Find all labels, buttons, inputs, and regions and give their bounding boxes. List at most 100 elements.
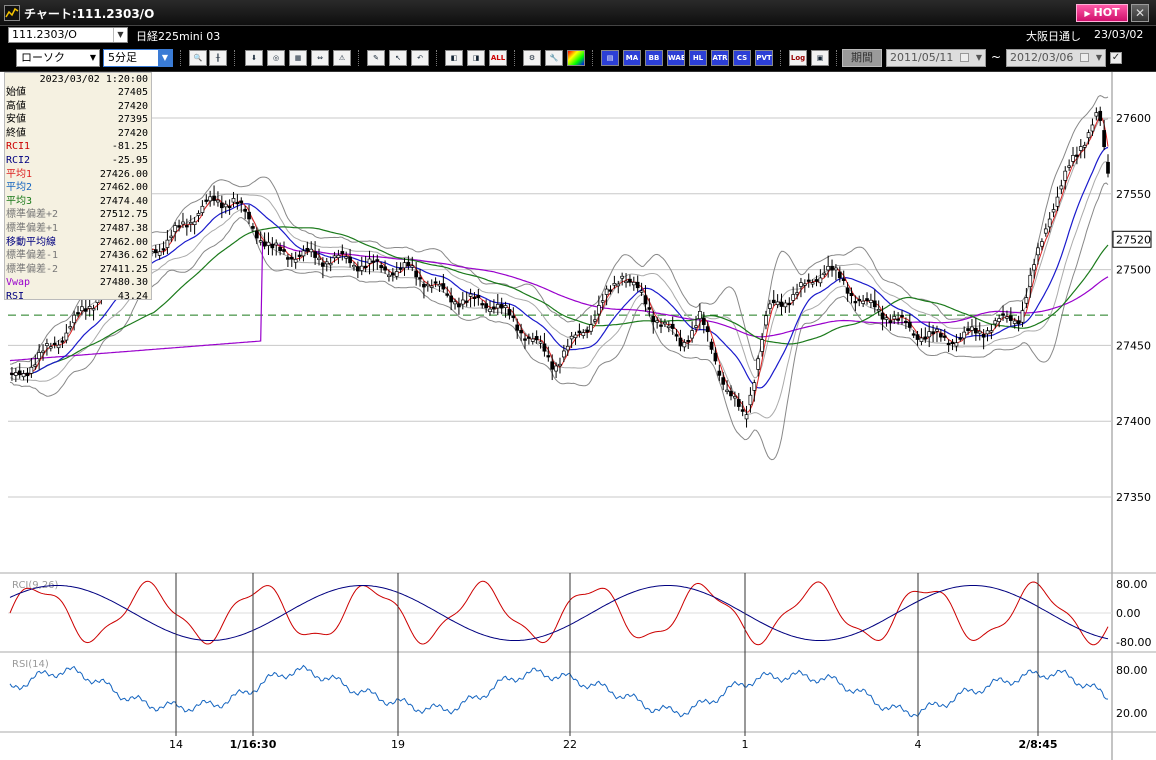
- candle-body: [713, 352, 718, 362]
- candle-body: [740, 409, 745, 412]
- info-value: 27405: [117, 87, 148, 98]
- candle-body: [993, 320, 998, 325]
- candle-body: [25, 372, 30, 377]
- info-value: 27420: [117, 100, 148, 112]
- period-button[interactable]: 期間: [842, 49, 882, 67]
- chevron-down-icon: ▼: [1095, 53, 1102, 62]
- indicator-pvt-button[interactable]: PVT: [755, 50, 773, 66]
- candle-body: [904, 320, 908, 324]
- chevron-down-icon[interactable]: ▼: [113, 28, 127, 42]
- candle-body: [169, 235, 174, 238]
- candle-body: [690, 330, 694, 339]
- candle-body: [569, 335, 574, 340]
- candle-body: [266, 241, 271, 246]
- candle-body: [694, 325, 698, 328]
- candle-body: [1043, 228, 1048, 234]
- symbol-row: 111.2303/O ▼ 日経225mini 03 大阪日通し 23/03/02: [0, 26, 1156, 44]
- candle-body: [1098, 110, 1103, 121]
- pencil-icon[interactable]: ✎: [367, 50, 385, 66]
- indicator-bb-button[interactable]: BB: [645, 50, 663, 66]
- x-tick-label: 1: [742, 738, 749, 751]
- candle-body: [390, 272, 395, 276]
- calendar-icon[interactable]: [960, 53, 969, 62]
- candle-body: [321, 262, 325, 267]
- candle-body: [1028, 274, 1033, 287]
- candle-body: [1082, 144, 1087, 148]
- price-tick-label: 27400: [1116, 415, 1151, 428]
- crosshair-icon[interactable]: ╂: [209, 50, 227, 66]
- candle-body: [503, 305, 508, 308]
- grid-icon[interactable]: ▤: [601, 50, 619, 66]
- candle-body: [659, 324, 663, 327]
- wrench-icon[interactable]: 🔧: [545, 50, 563, 66]
- candle-body: [562, 350, 566, 358]
- indicator-atr-button[interactable]: ATR: [711, 50, 729, 66]
- all-button[interactable]: ALL: [489, 50, 507, 66]
- candle-body: [935, 328, 939, 332]
- info-row: 移動平均線 27462.00: [5, 236, 151, 250]
- info-label: 標準偏差+1: [6, 222, 59, 234]
- download-icon[interactable]: ⬇: [245, 50, 263, 66]
- candle-body: [297, 254, 302, 257]
- candle-body: [387, 274, 391, 278]
- candle-body: [1094, 112, 1099, 117]
- candle-body: [985, 330, 990, 335]
- candle-body: [550, 361, 555, 370]
- candle-body: [414, 270, 419, 278]
- indicator-cs-button[interactable]: CS: [733, 50, 751, 66]
- chart-canvas[interactable]: 27600 27550 27500 27450 27400 27350 27520 RCI(9…: [0, 72, 1156, 760]
- candle-body: [309, 248, 314, 253]
- chart-type-select[interactable]: ローソク ▼: [16, 49, 100, 67]
- split-icon[interactable]: ⇔: [311, 50, 329, 66]
- toolbar-divider: [592, 50, 593, 66]
- rci2-line: [9, 585, 1109, 641]
- rci-tick-label: 80.00: [1116, 578, 1148, 591]
- indicator-wae-button[interactable]: WAE: [667, 50, 685, 66]
- chart-icon[interactable]: ▦: [289, 50, 307, 66]
- candle-body: [17, 370, 22, 376]
- undo-icon[interactable]: ↶: [411, 50, 429, 66]
- log-scale-button[interactable]: Log: [789, 50, 807, 66]
- date-to-input[interactable]: 2012/03/06 ▼: [1006, 49, 1106, 67]
- candle-body: [1051, 209, 1056, 213]
- close-button[interactable]: ✕: [1131, 4, 1149, 22]
- export-icon[interactable]: ▣: [811, 50, 829, 66]
- candle-body: [157, 251, 162, 256]
- candle-body: [678, 337, 683, 347]
- calendar-icon[interactable]: [1080, 53, 1089, 62]
- candle-body: [188, 222, 193, 225]
- candle-body: [200, 205, 205, 213]
- indicator-ma-button[interactable]: MA: [623, 50, 641, 66]
- rsi-panel-label: RSI(14): [12, 659, 49, 670]
- date-from-input[interactable]: 2011/05/11 ▼: [886, 49, 986, 67]
- gear-icon[interactable]: ⚙: [523, 50, 541, 66]
- warning-icon[interactable]: ⚠: [333, 50, 351, 66]
- candle-body: [422, 283, 426, 288]
- candle-body: [340, 251, 345, 254]
- candle-body: [56, 344, 61, 349]
- indicator-hl-button[interactable]: HL: [689, 50, 707, 66]
- candle-body: [822, 272, 827, 275]
- candle-body: [13, 372, 18, 376]
- candle-body: [328, 263, 333, 266]
- candle-body: [748, 394, 753, 406]
- candle-body: [192, 221, 197, 226]
- chart-area[interactable]: 27600 27550 27500 27450 27400 27350 27520 RCI(9…: [0, 72, 1156, 760]
- zoom-icon[interactable]: 🔍: [189, 50, 207, 66]
- candle-right-icon[interactable]: ◨: [467, 50, 485, 66]
- toolbar-divider: [514, 50, 515, 66]
- candle-body: [45, 343, 49, 346]
- rsi-tick-label: 20.00: [1116, 707, 1148, 720]
- symbol-input[interactable]: 111.2303/O ▼: [8, 27, 128, 43]
- date-range-checkbox[interactable]: ✓: [1110, 52, 1122, 64]
- pointer-icon[interactable]: ↖: [389, 50, 407, 66]
- candle-body: [515, 324, 520, 331]
- candle-body: [332, 255, 337, 259]
- candle-body: [173, 225, 178, 232]
- candle-body: [464, 300, 469, 303]
- color-palette-icon[interactable]: [567, 50, 585, 66]
- candle-left-icon[interactable]: ◧: [445, 50, 463, 66]
- search-icon[interactable]: ◎: [267, 50, 285, 66]
- hot-button[interactable]: ▶ HOT: [1076, 4, 1128, 22]
- interval-select[interactable]: 5分足 ▼: [103, 49, 173, 67]
